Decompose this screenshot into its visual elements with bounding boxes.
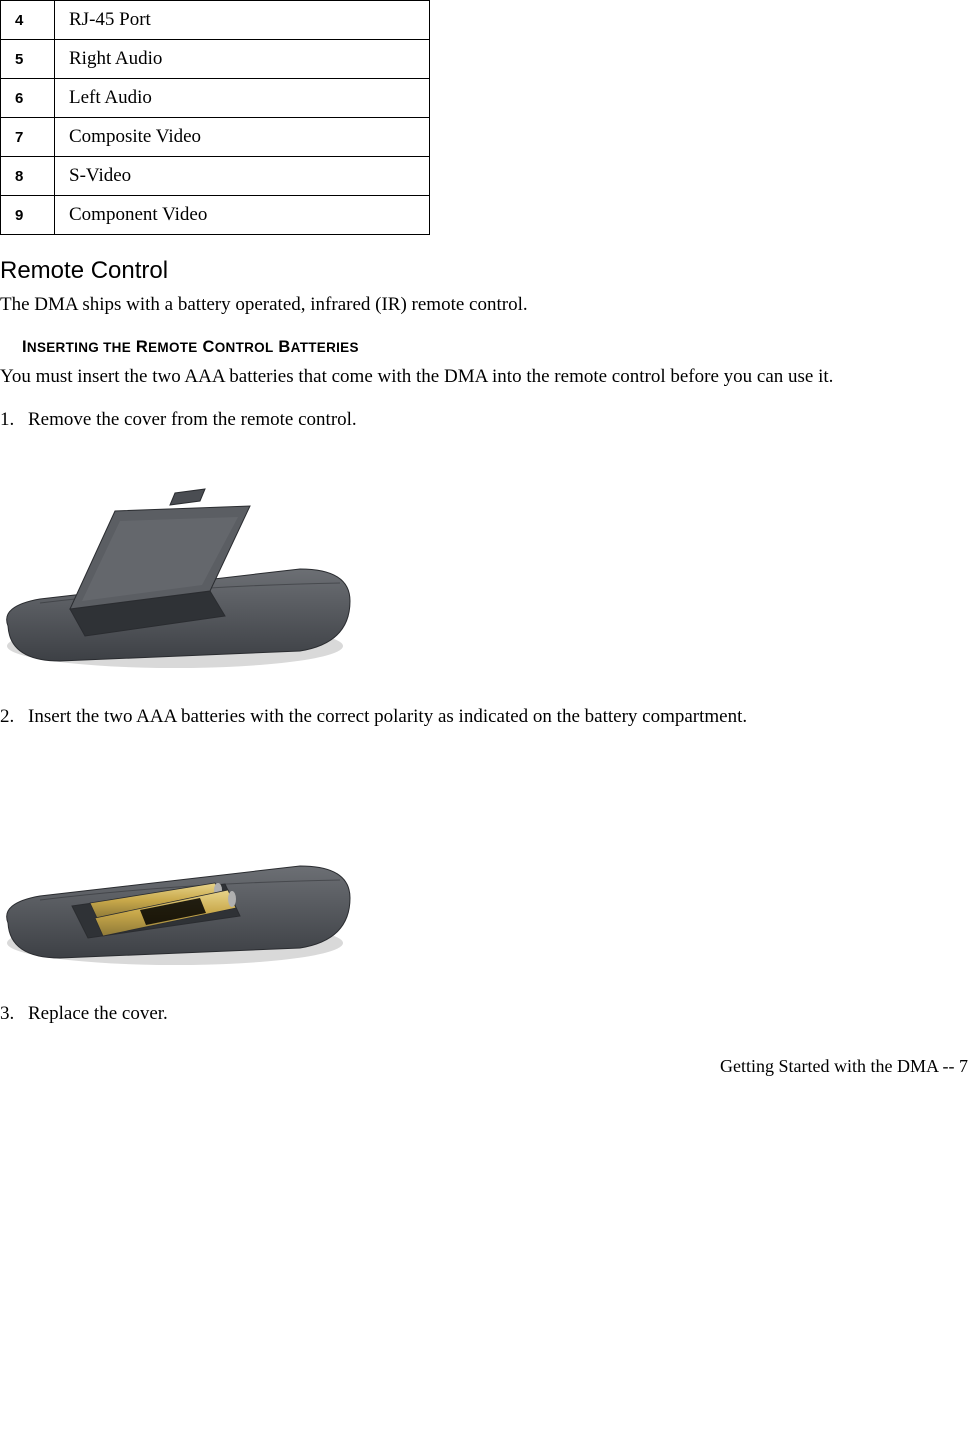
port-number: 8 [1, 157, 55, 196]
port-number: 7 [1, 118, 55, 157]
port-label: Left Audio [55, 79, 430, 118]
subsection-title: INSERTING THE REMOTE CONTROL BATTERIES [22, 338, 974, 357]
port-number: 6 [1, 79, 55, 118]
table-row: 5Right Audio [1, 40, 430, 79]
port-number: 4 [1, 1, 55, 40]
step-1: Remove the cover from the remote control… [0, 407, 974, 433]
remote-batteries-icon [0, 748, 355, 973]
section-intro: The DMA ships with a battery operated, i… [0, 293, 974, 318]
port-label: RJ-45 Port [55, 1, 430, 40]
steps-list-3: Replace the cover. [0, 1001, 974, 1027]
port-label: Component Video [55, 196, 430, 235]
figure-remove-cover [0, 451, 974, 676]
steps-list-2: Insert the two AAA batteries with the co… [0, 704, 974, 730]
section-title: Remote Control [0, 257, 974, 285]
table-row: 6Left Audio [1, 79, 430, 118]
port-label: S-Video [55, 157, 430, 196]
table-row: 4RJ-45 Port [1, 1, 430, 40]
remote-cover-open-icon [0, 451, 355, 676]
port-number: 9 [1, 196, 55, 235]
figure-insert-batteries [0, 748, 974, 973]
ports-table: 4RJ-45 Port5Right Audio6Left Audio7Compo… [0, 0, 430, 235]
table-row: 8S-Video [1, 157, 430, 196]
step-3: Replace the cover. [0, 1001, 974, 1027]
subsection-intro: You must insert the two AAA batteries th… [0, 365, 974, 390]
table-row: 9Component Video [1, 196, 430, 235]
port-label: Composite Video [55, 118, 430, 157]
step-2: Insert the two AAA batteries with the co… [0, 704, 974, 730]
table-row: 7Composite Video [1, 118, 430, 157]
page-footer: Getting Started with the DMA -- 7 [0, 1056, 974, 1077]
port-label: Right Audio [55, 40, 430, 79]
steps-list: Remove the cover from the remote control… [0, 407, 974, 433]
port-number: 5 [1, 40, 55, 79]
